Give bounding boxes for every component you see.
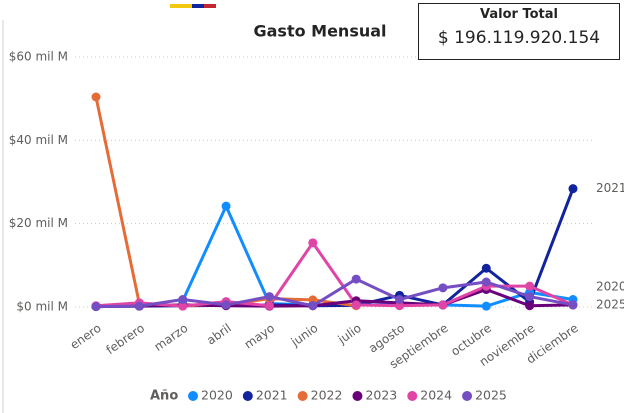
data-point bbox=[481, 277, 491, 287]
card-title: Valor Total bbox=[480, 7, 558, 22]
data-point bbox=[221, 300, 231, 310]
x-tick-label: junio bbox=[288, 321, 321, 350]
x-tick-label: abril bbox=[204, 321, 234, 348]
data-point bbox=[351, 274, 361, 284]
data-point bbox=[221, 201, 231, 211]
data-point bbox=[438, 283, 448, 293]
series-end-label: 2020 bbox=[596, 279, 624, 293]
data-point bbox=[178, 295, 188, 304]
x-tick-label: mayo bbox=[242, 321, 277, 352]
series-line bbox=[94, 96, 357, 308]
data-point bbox=[178, 301, 188, 311]
series-line bbox=[95, 188, 575, 309]
x-tick-label: enero bbox=[68, 321, 104, 352]
data-point bbox=[568, 300, 578, 310]
legend-label: 2025 bbox=[475, 388, 507, 403]
legend-label: 2020 bbox=[201, 388, 233, 403]
data-point bbox=[438, 300, 448, 310]
x-tick-label: julio bbox=[335, 321, 364, 347]
data-point bbox=[264, 292, 274, 302]
legend-title: Año bbox=[150, 389, 178, 404]
data-point bbox=[481, 263, 491, 273]
legend-marker bbox=[407, 391, 418, 401]
series-end-label: 2021 bbox=[596, 181, 624, 195]
legend-label: 2024 bbox=[420, 388, 452, 403]
logo-bar bbox=[204, 4, 216, 8]
data-point bbox=[568, 184, 578, 194]
legend-marker bbox=[188, 391, 198, 401]
data-point bbox=[91, 92, 101, 102]
y-tick-label: $0 mil M bbox=[16, 300, 68, 314]
series-line bbox=[95, 277, 574, 309]
legend-marker bbox=[352, 391, 363, 401]
data-point bbox=[525, 281, 535, 291]
series-line bbox=[95, 241, 574, 308]
data-point bbox=[308, 301, 318, 311]
data-point bbox=[308, 238, 318, 248]
legend-label: 2021 bbox=[256, 388, 288, 403]
data-point bbox=[351, 300, 361, 310]
logo-bar bbox=[170, 4, 192, 8]
logo-bar bbox=[192, 4, 204, 8]
data-point bbox=[481, 301, 491, 311]
legend-marker bbox=[242, 391, 253, 401]
data-point bbox=[134, 301, 144, 311]
legend-label: 2022 bbox=[311, 388, 343, 403]
legend-marker bbox=[462, 391, 473, 401]
data-point bbox=[91, 302, 101, 312]
y-tick-label: $60 mil M bbox=[9, 50, 68, 64]
x-tick-label: marzo bbox=[152, 321, 191, 354]
series-end-label: 2025 bbox=[596, 297, 624, 311]
data-point bbox=[525, 292, 535, 302]
card-value: $ 196.119.920.154 bbox=[437, 28, 601, 48]
y-tick-label: $20 mil M bbox=[9, 216, 68, 230]
data-point bbox=[525, 301, 535, 311]
kpi-card: Valor Total $ 196.119.920.154 bbox=[418, 3, 620, 60]
y-tick-label: $40 mil M bbox=[9, 133, 68, 147]
chart-title: Gasto Mensual bbox=[253, 22, 386, 41]
data-point bbox=[395, 295, 405, 304]
legend-marker bbox=[297, 391, 308, 401]
legend-label: 2023 bbox=[365, 388, 397, 403]
data-point bbox=[264, 301, 274, 311]
x-tick-label: febrero bbox=[104, 321, 147, 357]
data-point bbox=[395, 301, 405, 311]
